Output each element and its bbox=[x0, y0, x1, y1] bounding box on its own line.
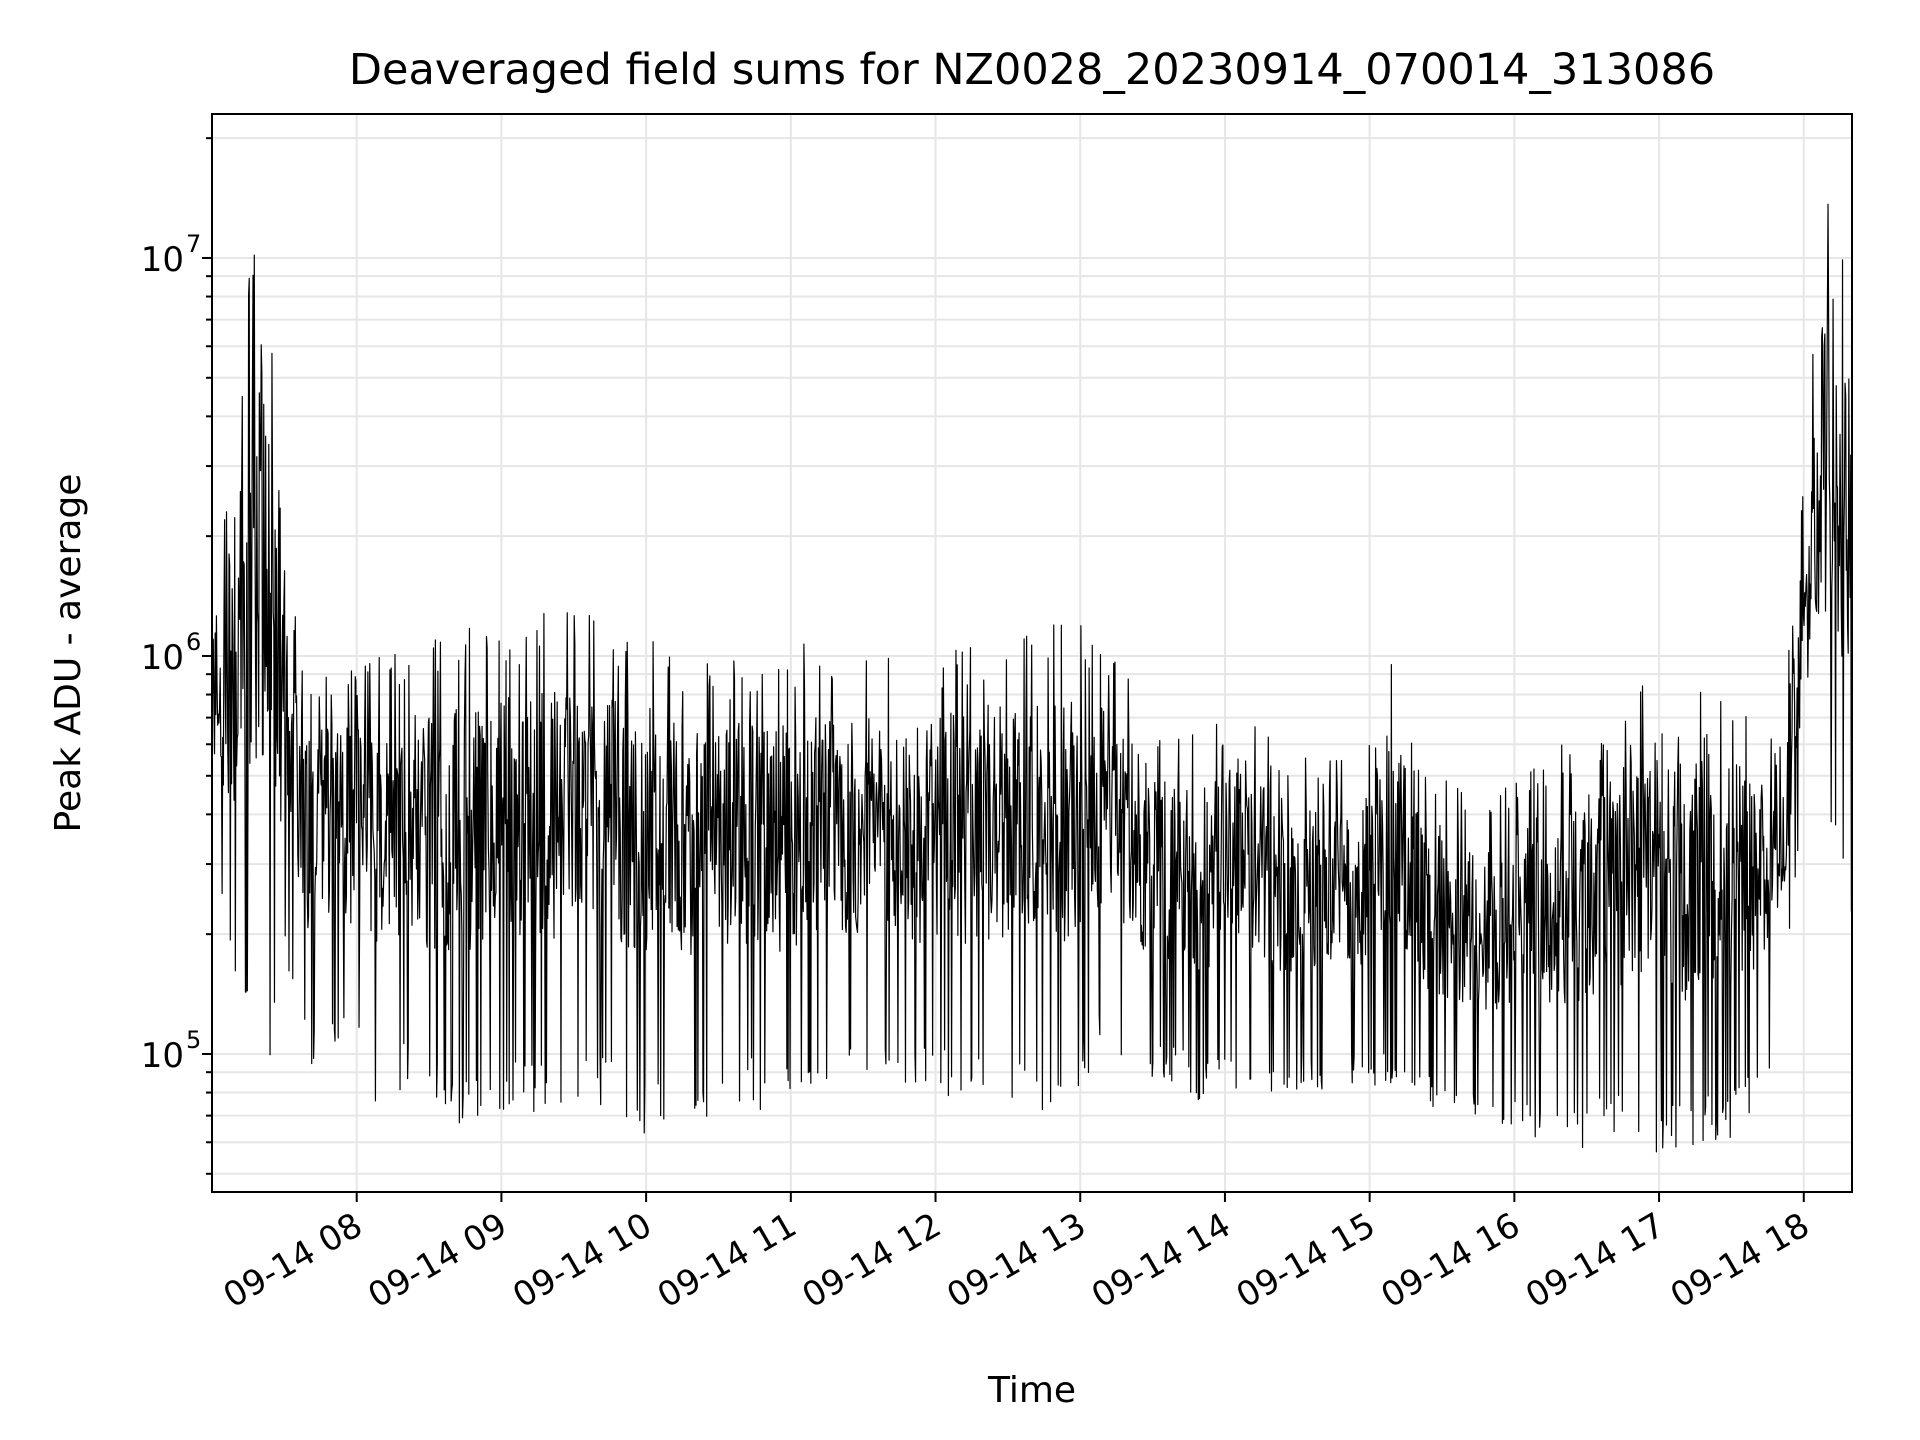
plot-area-frame bbox=[211, 113, 1853, 1193]
y-axis-label: Peak ADU - average bbox=[48, 474, 89, 833]
y-tick-label: 10 bbox=[141, 1036, 184, 1076]
y-tick-exponent: 6 bbox=[186, 628, 201, 656]
series-line-peak-adu bbox=[211, 203, 1853, 1153]
chart-title: Deaveraged field sums for NZ0028_2023091… bbox=[349, 45, 1715, 95]
y-tick-label: 10 bbox=[141, 240, 184, 280]
y-tick-exponent: 5 bbox=[186, 1026, 201, 1054]
x-axis-label: Time bbox=[987, 1370, 1076, 1411]
data-series-line bbox=[211, 203, 1853, 1153]
y-tick-label: 10 bbox=[141, 638, 184, 678]
y-tick-exponent: 7 bbox=[186, 230, 201, 258]
